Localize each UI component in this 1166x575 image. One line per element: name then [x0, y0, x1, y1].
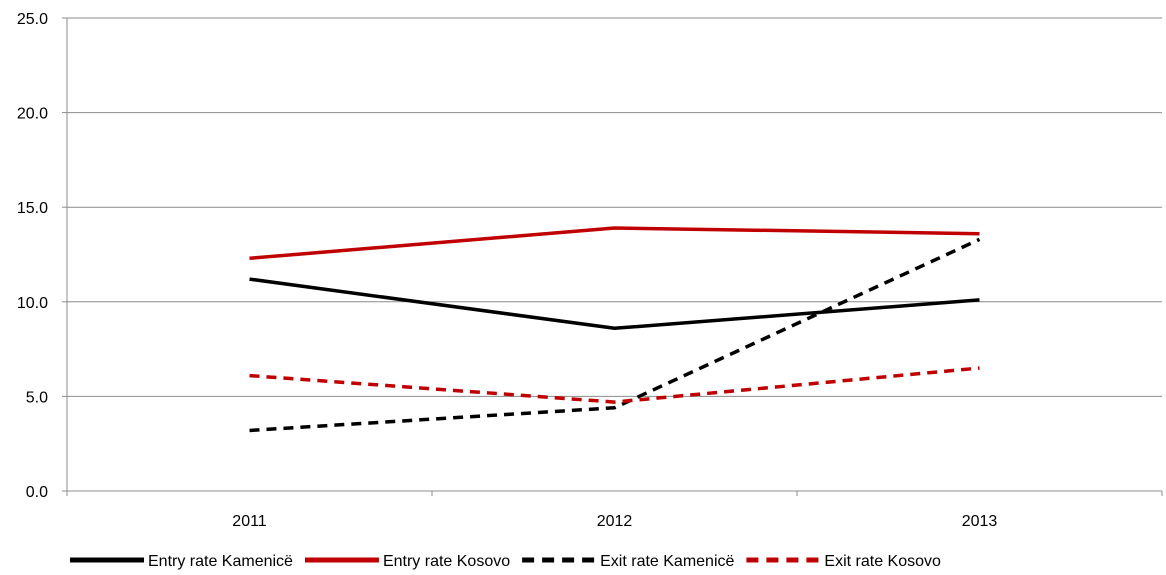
x-tick-label: 2012 — [597, 513, 633, 530]
series-line-3 — [249, 366, 980, 404]
series-line-1 — [249, 226, 980, 261]
legend-label: Exit rate Kosovo — [824, 553, 941, 570]
x-tick-label: 2013 — [962, 513, 998, 530]
y-tick-label: 0.0 — [26, 484, 48, 501]
series-line-0 — [249, 277, 980, 331]
x-axis-ticks: 2011 2012 2013 — [66, 491, 1163, 530]
series-lines — [249, 226, 981, 433]
gridlines — [67, 17, 1162, 397]
x-tick-label: 2011 — [232, 513, 267, 530]
legend-label: Exit rate Kamenicë — [600, 553, 734, 570]
y-tick-label: 25.0 — [17, 11, 48, 28]
legend-label: Entry rate Kamenicë — [148, 553, 293, 570]
y-tick-label: 20.0 — [17, 106, 48, 123]
y-axis-ticks: 0.0 5.0 10.0 15.0 20.0 25.0 — [17, 11, 67, 501]
y-tick-label: 5.0 — [26, 389, 48, 406]
legend-label: Entry rate Kosovo — [383, 553, 510, 570]
axes — [66, 18, 1162, 492]
y-tick-label: 10.0 — [17, 295, 48, 312]
y-tick-label: 15.0 — [17, 200, 48, 217]
legend: Entry rate Kamenicë Entry rate Kosovo Exit… — [70, 553, 941, 570]
